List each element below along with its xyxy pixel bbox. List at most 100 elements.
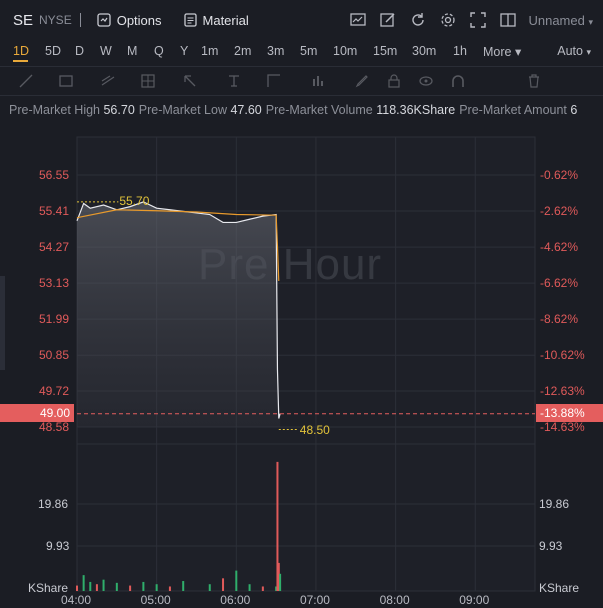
exchange-label: NYSE: [39, 13, 72, 27]
rect-tool-icon[interactable]: [58, 73, 74, 89]
period-tab-1d[interactable]: 1D: [13, 44, 29, 58]
period-tab-w[interactable]: W: [100, 44, 112, 58]
pct-tick-label: -14.63%: [540, 420, 585, 434]
text-tool-icon[interactable]: [226, 73, 242, 89]
fullscreen-icon[interactable]: [469, 11, 487, 29]
side-panel-handle[interactable]: [0, 276, 5, 370]
period-tab-10m[interactable]: 10m: [333, 44, 358, 58]
period-tab-3m[interactable]: 3m: [267, 44, 285, 58]
window-icon[interactable]: [499, 11, 517, 29]
volume-unit-label: KShare: [539, 581, 580, 595]
material-icon: [183, 13, 197, 27]
time-tick-label: 04:00: [61, 593, 92, 607]
period-tab-d[interactable]: D: [75, 44, 85, 58]
info-value: 6: [570, 103, 578, 117]
material-button[interactable]: Material: [183, 12, 249, 28]
top-toolbar: SE NYSE Options Material: [0, 0, 603, 40]
measure-tool-icon[interactable]: [266, 73, 282, 89]
info-label: Pre-Market Low: [138, 103, 231, 117]
period-tab-5m[interactable]: 5m: [300, 44, 318, 58]
info-value: 56.70: [103, 103, 135, 117]
period-tab-1h[interactable]: 1h: [453, 44, 467, 58]
channel-tool-icon[interactable]: [100, 73, 116, 89]
options-icon: [97, 13, 111, 27]
volume-bar: [115, 582, 118, 591]
chart-watermark: Pre Hour: [198, 240, 383, 289]
toolbar-icons: [349, 11, 517, 29]
period-tab-more[interactable]: More ▾: [483, 44, 522, 59]
volume-bar: [129, 585, 132, 591]
volume-tick-label: 9.93: [46, 539, 70, 553]
lock-icon[interactable]: [386, 73, 402, 89]
symbol-label[interactable]: SE: [13, 11, 34, 29]
eye-icon[interactable]: [418, 73, 434, 89]
pct-tick-label: -4.62%: [540, 240, 579, 255]
layout-selector[interactable]: Unnamed ▾: [528, 13, 593, 28]
active-period-underline: [13, 60, 28, 62]
options-label: Options: [116, 12, 162, 28]
grid-tool-icon[interactable]: [140, 73, 156, 89]
volume-bar: [102, 579, 105, 591]
arrow-tool-icon[interactable]: [182, 73, 198, 89]
material-label: Material: [202, 12, 249, 28]
period-tab-5d[interactable]: 5D: [45, 44, 61, 58]
bars-tool-icon[interactable]: [310, 73, 326, 89]
adjust-mode-label: Auto: [557, 44, 583, 58]
volume-bar: [222, 578, 225, 591]
period-tab-q[interactable]: Q: [154, 44, 164, 58]
current-price-tag: 49.00: [0, 404, 74, 422]
pre-market-info: Pre-Market High 56.70 Pre-Market Low 47.6…: [9, 103, 581, 117]
pct-tick-label: -8.62%: [540, 312, 579, 327]
price-tick-label: 49.72: [38, 383, 69, 398]
options-button[interactable]: Options: [97, 13, 162, 28]
period-bar: Auto ▾ 1D 5D D W M Q Y 1m 2m 3m 5m 10m 15m 30m 1h More …: [0, 40, 603, 62]
volume-bar: [275, 586, 278, 591]
period-tab-y[interactable]: Y: [180, 44, 189, 58]
volume-bar: [95, 584, 98, 591]
volume-bar: [155, 584, 158, 591]
pct-tick-label: -10.62%: [540, 348, 585, 363]
volume-tick-label: 19.86: [38, 497, 69, 511]
price-tick-label: 54.27: [38, 240, 69, 255]
draw-icon[interactable]: [379, 11, 397, 29]
volume-bar: [248, 584, 251, 591]
info-value: 118.36KShare: [376, 103, 456, 117]
settings-icon[interactable]: [439, 11, 457, 29]
adjust-mode-select[interactable]: Auto ▾: [557, 44, 591, 58]
volume-bar: [76, 585, 78, 591]
pencil-icon[interactable]: [354, 73, 370, 89]
volume-bar: [168, 586, 171, 591]
volume-bar: [208, 584, 211, 591]
high-annotation: 55.70: [119, 193, 150, 208]
period-tab-m[interactable]: M: [127, 44, 138, 58]
volume-unit-label: KShare: [28, 581, 69, 595]
period-tab-30m[interactable]: 30m: [412, 44, 437, 58]
caret-down-icon: ▾: [588, 17, 593, 27]
period-tab-15m[interactable]: 15m: [373, 44, 398, 58]
price-tick-label: 56.55: [38, 168, 69, 182]
current-pct-tag: -13.88%: [536, 404, 603, 422]
caret-down-icon: ▾: [586, 47, 591, 57]
volume-bar: [276, 461, 279, 591]
trash-icon[interactable]: [526, 73, 542, 89]
price-tick-label: 51.99: [38, 312, 69, 327]
volume-tick-label: 19.86: [539, 497, 570, 511]
info-label: Pre-Market High: [9, 103, 104, 117]
average-price-line: [76, 209, 280, 281]
chart-type-icon[interactable]: [349, 11, 367, 29]
price-tick-label: 50.85: [38, 348, 69, 363]
line-tool-icon[interactable]: [18, 73, 34, 89]
refresh-icon[interactable]: [409, 11, 427, 29]
period-tab-2m[interactable]: 2m: [234, 44, 252, 58]
pct-tick-label: -6.62%: [540, 276, 579, 291]
volume-bar: [182, 581, 185, 591]
price-area: [77, 201, 281, 427]
info-value: 47.60: [230, 103, 262, 117]
volume-bar: [142, 581, 145, 591]
time-tick-label: 05:00: [140, 593, 171, 607]
info-label: Pre-Market Volume: [265, 103, 377, 117]
low-annotation: 48.50: [299, 422, 330, 437]
magnet-icon[interactable]: [450, 73, 466, 89]
period-tab-1m[interactable]: 1m: [201, 44, 219, 58]
